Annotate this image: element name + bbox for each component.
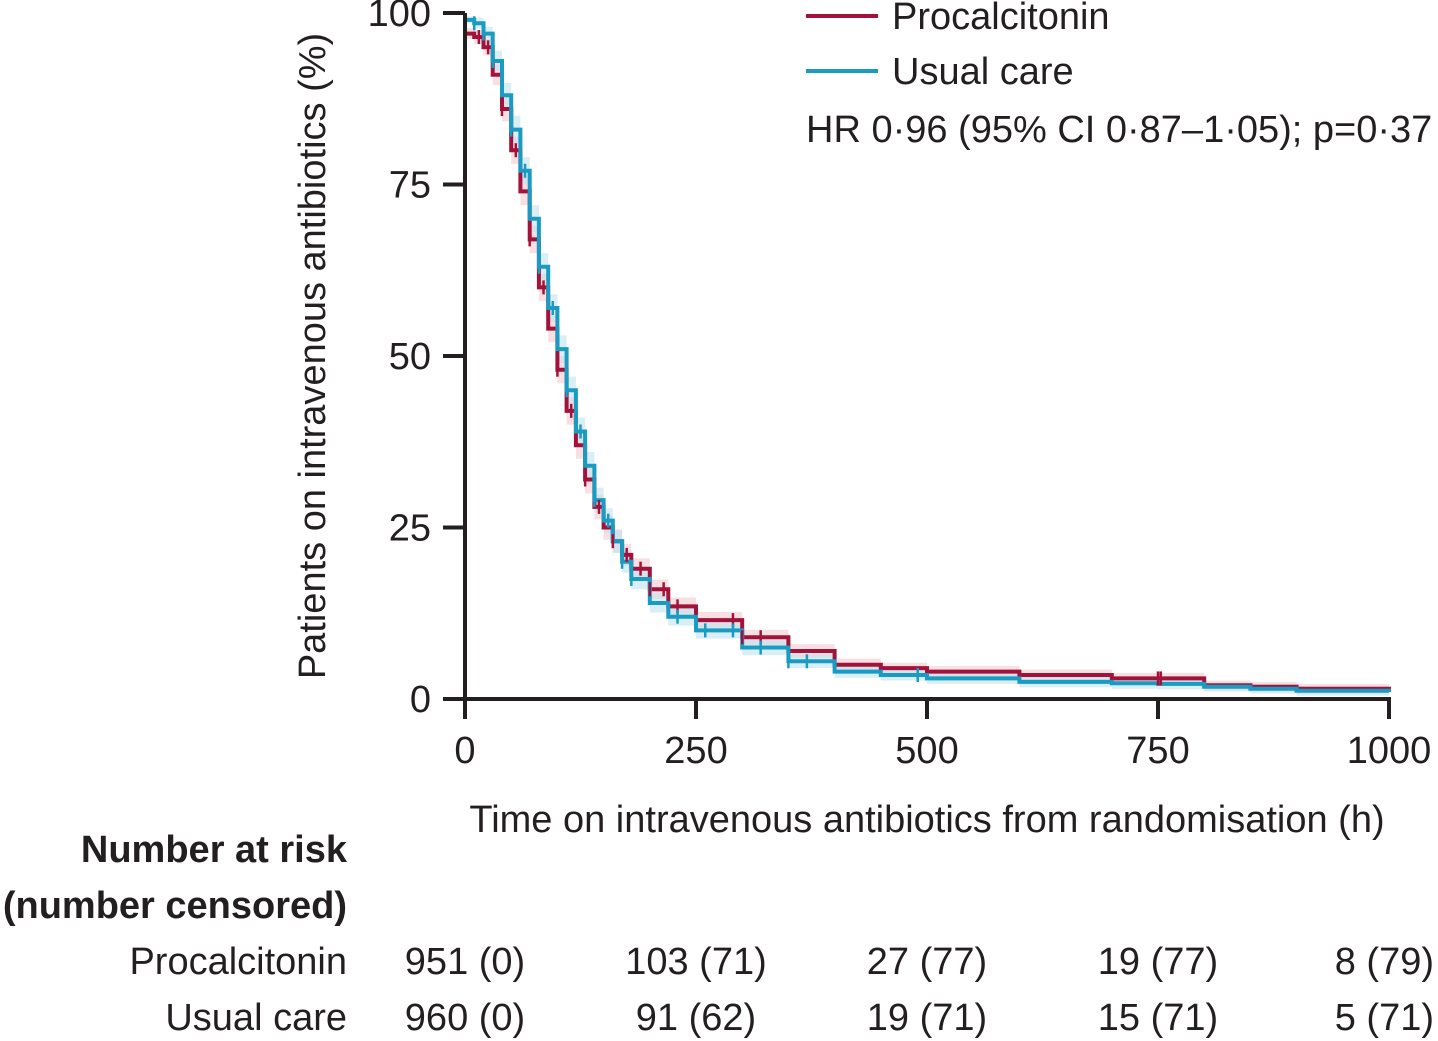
y-tick-label: 0: [410, 679, 431, 721]
y-tick-label: 75: [389, 165, 431, 207]
risk-cell: 951 (0): [405, 941, 525, 983]
x-tick-label: 500: [895, 730, 958, 772]
risk-table-title-line1: Number at risk: [81, 829, 348, 871]
risk-table-title-line2: (number censored): [3, 885, 347, 927]
censor-marks: [472, 16, 1163, 686]
risk-cells: 951 (0) 103 (71) 27 (77) 19 (77) 8 (79) 960 (…: [405, 941, 1434, 1039]
risk-row-label-procalcitonin: Procalcitonin: [129, 941, 347, 983]
x-tick-label: 250: [664, 730, 727, 772]
risk-cell: 19 (71): [867, 997, 987, 1039]
curve-usual-care: [465, 17, 1391, 693]
x-ticks: 0 250 500 750 1000: [454, 699, 1431, 772]
legend-label-usual-care: Usual care: [892, 51, 1074, 93]
risk-cell: 5 (71): [1335, 997, 1434, 1039]
risk-cell: 27 (77): [867, 941, 987, 983]
y-tick-label: 25: [389, 508, 431, 550]
number-at-risk-table: Number at risk (number censored) Procalc…: [3, 829, 1434, 1039]
x-tick-label: 1000: [1347, 730, 1432, 772]
legend: Procalcitonin Usual care HR 0·96 (95% CI…: [806, 0, 1432, 151]
risk-cell: 15 (71): [1098, 997, 1218, 1039]
risk-row-label-usual-care: Usual care: [165, 997, 347, 1039]
y-tick-label: 50: [389, 336, 431, 378]
x-tick-label: 750: [1126, 730, 1189, 772]
legend-label-procalcitonin: Procalcitonin: [892, 0, 1110, 38]
risk-cell: 960 (0): [405, 997, 525, 1039]
risk-cell: 91 (62): [636, 997, 756, 1039]
risk-cell: 8 (79): [1335, 941, 1434, 983]
risk-cell: 103 (71): [625, 941, 767, 983]
survival-curves: [465, 17, 1391, 693]
x-axis-label: Time on intravenous antibiotics from ran…: [469, 799, 1384, 841]
risk-cell: 19 (77): [1098, 941, 1218, 983]
x-tick-label: 0: [454, 730, 475, 772]
y-axis-label: Patients on intravenous antibiotics (%): [292, 33, 334, 679]
y-ticks: 0 25 50 75 100: [368, 0, 465, 721]
y-tick-label: 100: [368, 0, 431, 35]
plot-area: [465, 16, 1391, 697]
hazard-ratio-annotation: HR 0·96 (95% CI 0·87–1·05); p=0·37: [806, 109, 1432, 151]
axes: 0 25 50 75 100 0 250 500 750 1000: [368, 0, 1432, 772]
